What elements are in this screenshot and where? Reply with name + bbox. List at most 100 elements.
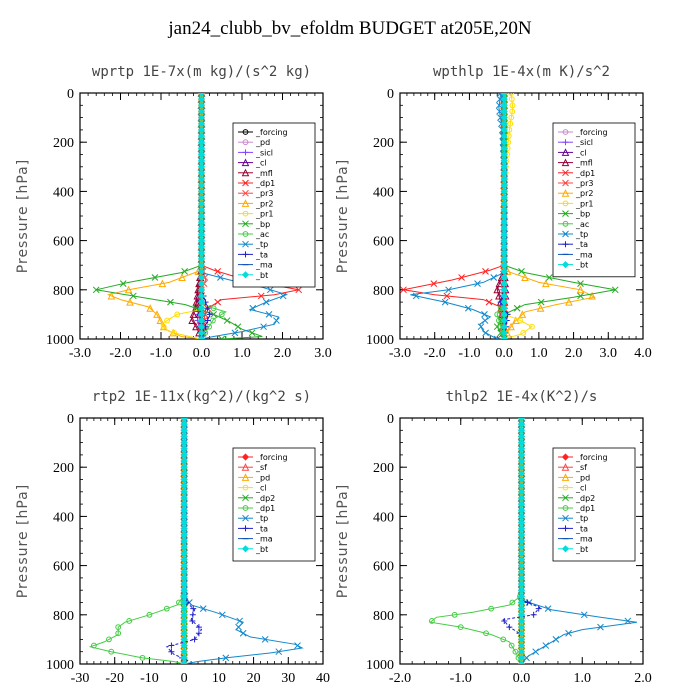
data-point xyxy=(106,636,112,643)
y-tick-label: 600 xyxy=(373,560,394,575)
data-point xyxy=(507,120,514,127)
panel-title: thlp2 1E-4x(K^2)/s xyxy=(446,389,598,405)
legend-label: _tp xyxy=(575,514,588,523)
legend-label: _pd xyxy=(575,473,590,482)
legend-label: _ta xyxy=(255,250,268,259)
y-tick-label: 400 xyxy=(373,510,394,525)
y-tick-label: 0 xyxy=(67,87,74,102)
data-point xyxy=(206,311,213,318)
data-point xyxy=(445,286,452,294)
data-point xyxy=(235,623,242,631)
data-point xyxy=(430,280,438,288)
x-tick-label: 4.0 xyxy=(634,346,652,361)
y-tick-label: 1000 xyxy=(46,658,74,673)
legend-box xyxy=(232,122,316,288)
series-line xyxy=(502,418,541,664)
x-tick-label: 0 xyxy=(181,671,188,686)
y-tick-label: 600 xyxy=(53,235,74,250)
legend-label: _bp xyxy=(575,210,590,219)
data-point xyxy=(523,654,530,662)
legend-label: _cl xyxy=(255,159,267,168)
main-title: jan24_clubb_bv_efoldm BUDGET at205E,20N xyxy=(168,18,532,39)
legend-marker xyxy=(242,251,249,258)
data-point xyxy=(565,297,573,306)
x-tick-label: 2.0 xyxy=(274,346,292,361)
legend-label: _ac xyxy=(255,230,269,239)
y-tick-label: 400 xyxy=(53,185,74,200)
legend-label: _sicl xyxy=(575,138,593,147)
data-point xyxy=(481,317,489,324)
data-point xyxy=(204,305,211,312)
data-point xyxy=(517,660,526,664)
legend-label: _tp xyxy=(255,240,268,249)
data-point xyxy=(217,274,224,281)
legend-marker xyxy=(561,158,570,167)
data-point xyxy=(265,311,273,318)
data-point xyxy=(529,323,535,330)
panel-title: wprtp 1E-7x(m kg)/(s^2 kg) xyxy=(92,64,311,80)
data-point xyxy=(236,617,244,625)
data-point xyxy=(509,599,516,606)
data-point xyxy=(518,660,525,664)
data-point xyxy=(195,630,202,637)
data-point xyxy=(508,642,515,649)
x-tick-label: 2.0 xyxy=(634,671,652,686)
x-tick-label: 20 xyxy=(247,671,261,686)
data-point xyxy=(164,317,170,324)
data-point xyxy=(493,335,501,339)
legend-marker xyxy=(561,545,570,553)
data-point xyxy=(180,418,188,422)
y-tick-label: 1000 xyxy=(366,333,394,348)
legend-label: _dp1 xyxy=(575,504,595,513)
data-point xyxy=(192,322,200,331)
x-tick-label: 40 xyxy=(316,671,330,686)
data-point xyxy=(518,267,525,275)
data-point xyxy=(488,605,495,612)
legend-marker xyxy=(561,453,570,461)
legend-label: _dp2 xyxy=(575,494,595,503)
y-tick-label: 0 xyxy=(67,412,74,427)
data-point xyxy=(565,629,572,637)
legend-marker xyxy=(561,261,570,269)
data-point xyxy=(493,285,502,294)
legend: _forcing_sicl_cl_mfl_dp1_pr3_pr2_pr1_bp_… xyxy=(552,122,636,278)
data-point xyxy=(126,618,133,624)
data-point xyxy=(191,636,198,643)
legend-marker xyxy=(241,168,250,177)
series-line xyxy=(429,418,522,664)
legend-marker xyxy=(242,220,249,228)
data-point xyxy=(163,605,170,612)
legend-label: _bt xyxy=(255,271,268,280)
data-point xyxy=(107,291,116,300)
y-tick-label: 0 xyxy=(387,87,394,102)
x-tick-label: 0.0 xyxy=(513,671,531,686)
x-tick-label: 3.0 xyxy=(314,346,332,361)
data-point xyxy=(518,310,527,318)
data-point xyxy=(508,96,515,103)
x-tick-label: 10 xyxy=(212,671,226,686)
series-group xyxy=(92,93,303,339)
data-point xyxy=(532,648,540,656)
data-point xyxy=(451,611,458,618)
legend-label: _mfl xyxy=(575,159,593,168)
legend-label: _pr2 xyxy=(575,189,593,198)
legend-label: _sf xyxy=(255,463,267,472)
legend-label: _pr1 xyxy=(575,199,593,208)
y-tick-label: 0 xyxy=(387,412,394,427)
data-point xyxy=(535,605,542,612)
legend-marker xyxy=(241,158,250,167)
data-point xyxy=(115,630,122,637)
series-group xyxy=(88,418,304,664)
data-point xyxy=(412,292,420,300)
legend: _forcing_pd_sicl_cl_mfl_dp1_pr3_pr2_pr1_… xyxy=(232,122,316,288)
data-point xyxy=(204,317,211,324)
data-point xyxy=(295,286,303,294)
data-point xyxy=(512,316,520,325)
data-point xyxy=(518,418,525,422)
data-point xyxy=(266,286,274,294)
legend-marker xyxy=(562,179,569,187)
data-point xyxy=(90,642,97,649)
x-tick-label: 30 xyxy=(281,671,295,686)
data-point xyxy=(262,298,270,306)
x-tick-label: -30 xyxy=(71,671,90,686)
